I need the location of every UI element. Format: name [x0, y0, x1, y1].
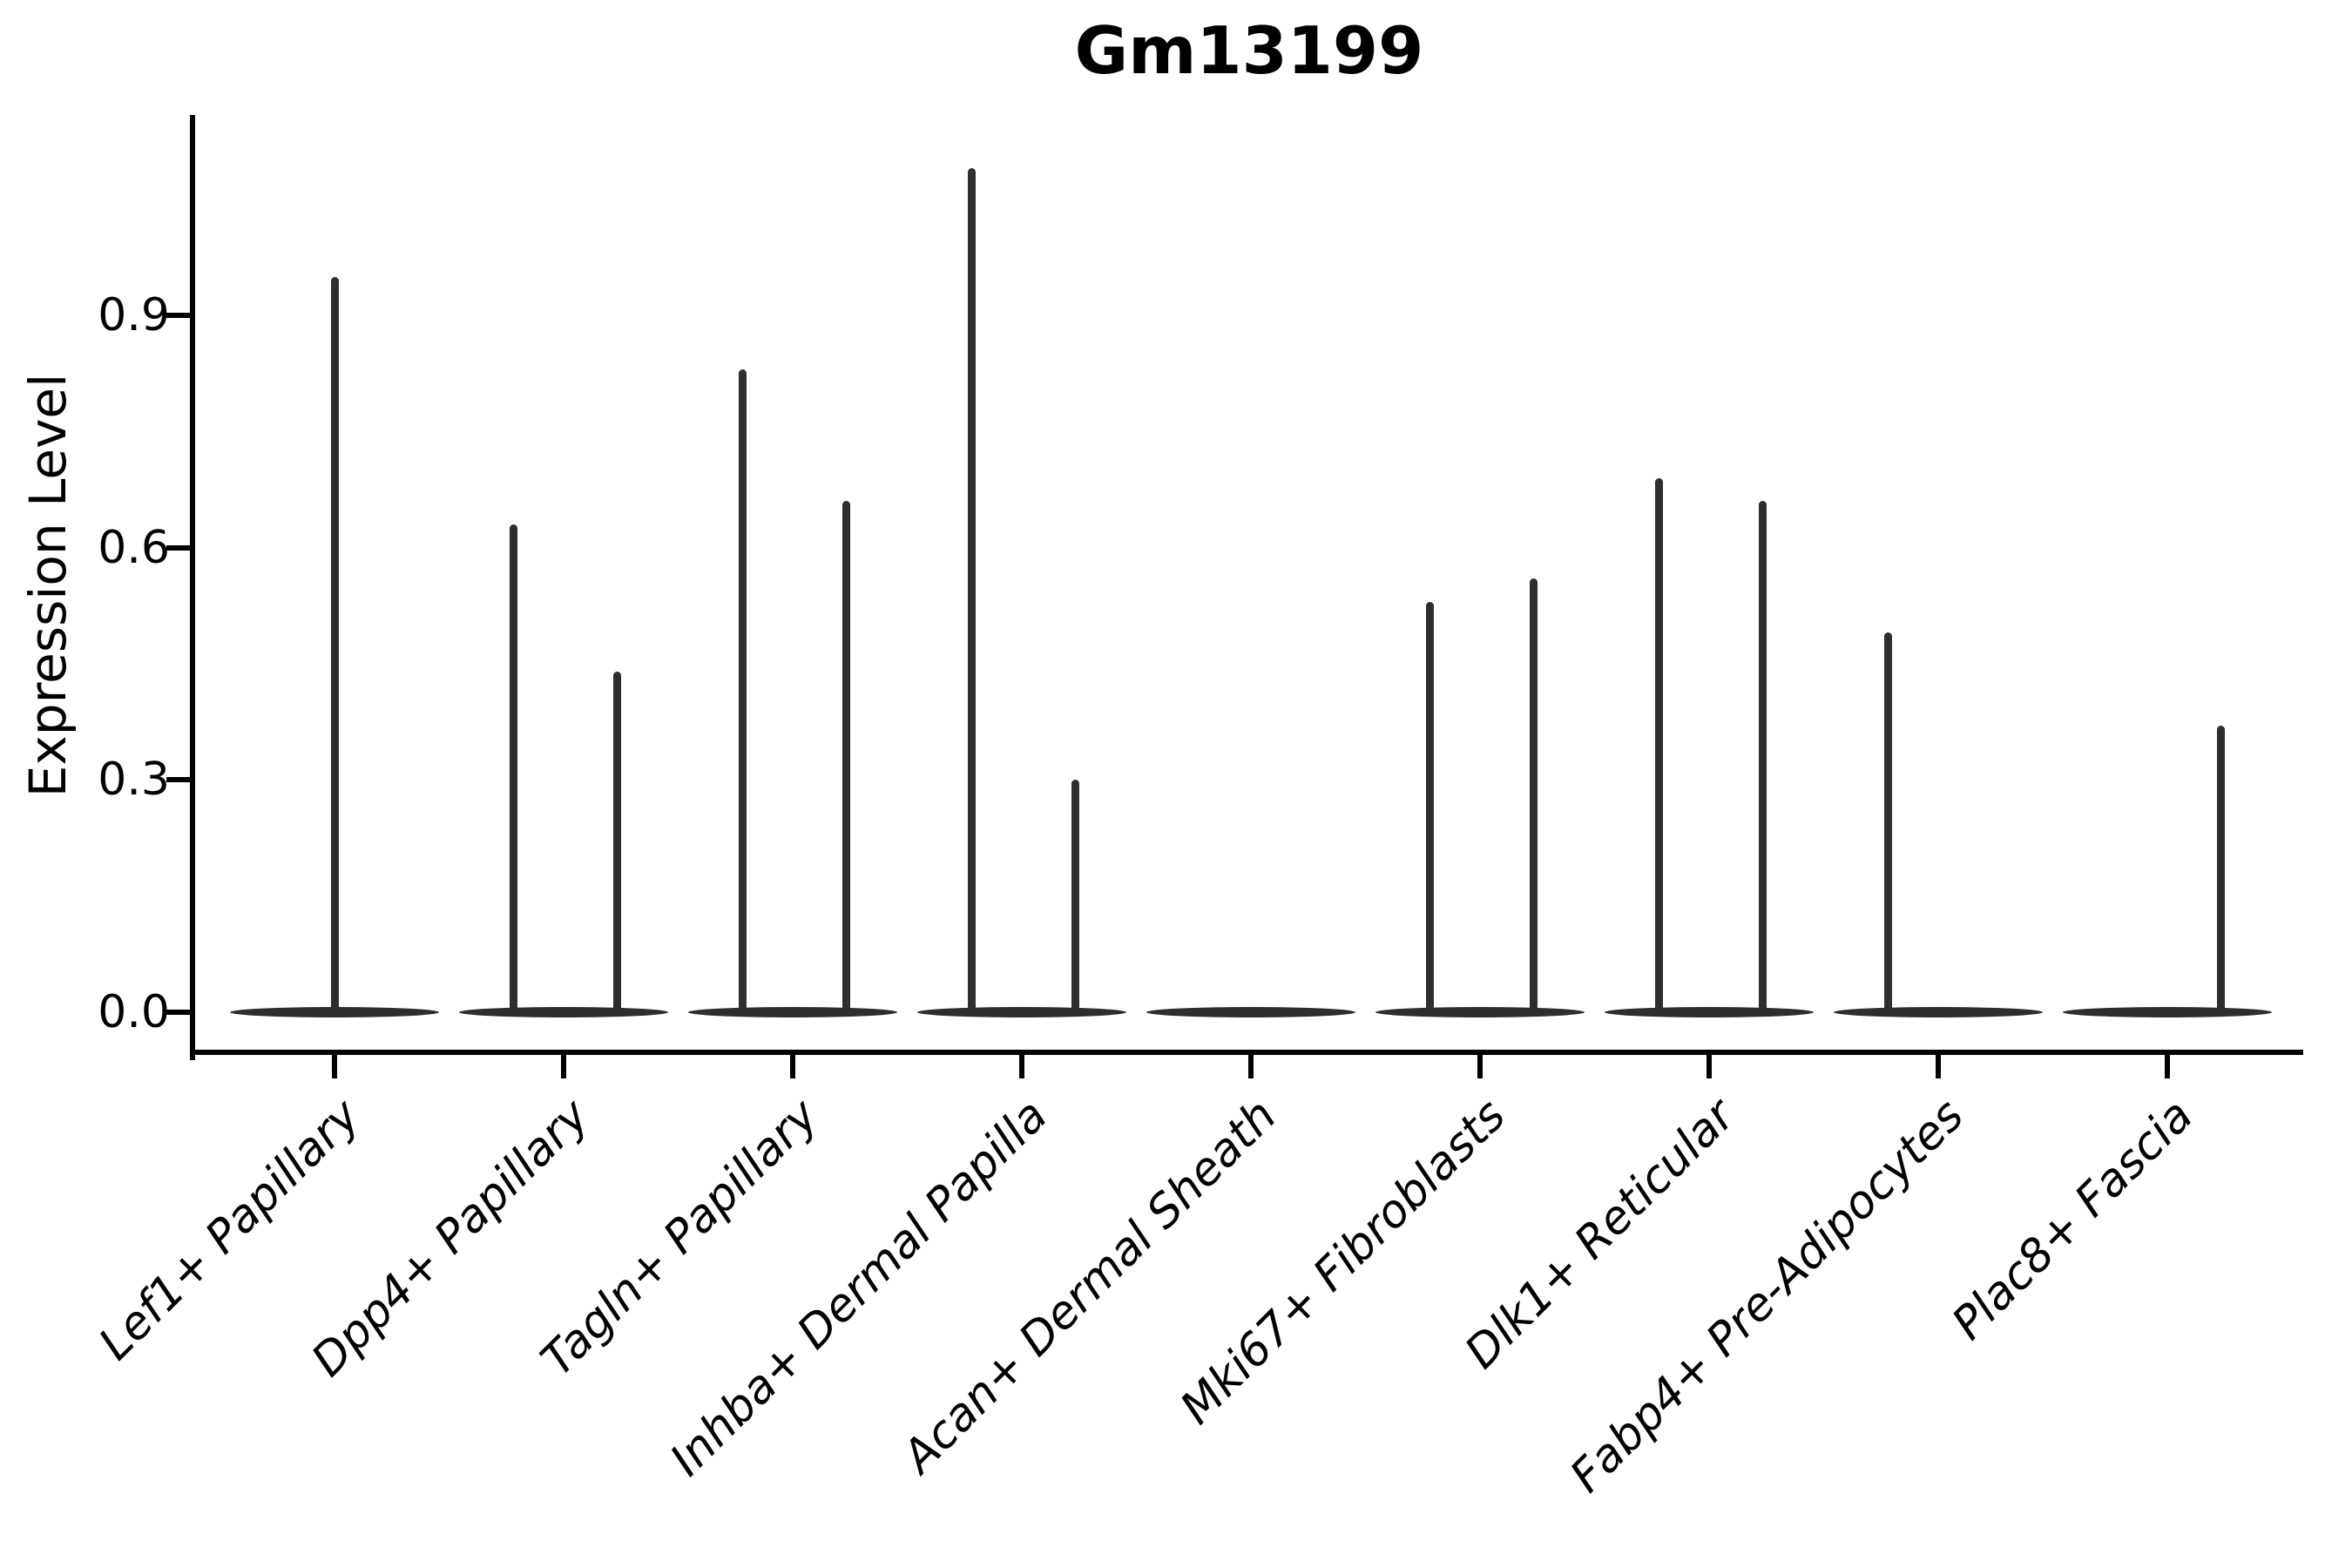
x-tick: [790, 1055, 795, 1078]
violin-baseline: [917, 1007, 1126, 1017]
violin-baseline: [230, 1007, 439, 1017]
y-tick-label: 0.9: [98, 288, 170, 341]
violin-spike: [1071, 780, 1079, 1012]
y-axis-spine: [190, 115, 195, 1060]
violin-baseline: [688, 1007, 897, 1017]
violin-spike: [841, 501, 850, 1012]
y-tick-label: 0.6: [98, 521, 170, 574]
y-tick: [166, 777, 190, 783]
violin-baseline: [1375, 1007, 1585, 1017]
violin-baseline: [2063, 1007, 2272, 1017]
x-tick-label: Plac8+ Fascia: [1942, 1089, 2204, 1350]
violin-spike: [1883, 632, 1892, 1012]
x-tick-label: Fabp4+ Pre-Adipocytes: [1560, 1089, 1975, 1504]
x-tick: [561, 1055, 566, 1078]
x-tick-label: Inhba+ Dermal Papilla: [660, 1089, 1058, 1487]
violin-spike: [509, 524, 517, 1012]
x-tick: [332, 1055, 337, 1078]
y-tick: [166, 1010, 190, 1015]
violin-baseline: [1834, 1007, 2043, 1017]
x-tick-label: Acan+ Dermal Sheath: [893, 1089, 1288, 1484]
y-tick: [166, 312, 190, 318]
y-tick-label: 0.0: [98, 986, 170, 1038]
x-axis-spine: [190, 1050, 2303, 1055]
violin-spike: [1529, 578, 1538, 1012]
x-tick: [1019, 1055, 1024, 1078]
violin-spike: [2216, 726, 2225, 1012]
violin-spike: [1758, 501, 1767, 1012]
chart-title: Gm13199: [1074, 12, 1424, 89]
violin-spike: [330, 276, 339, 1012]
violin-spike: [1654, 477, 1663, 1012]
violin-baseline: [459, 1007, 668, 1017]
violin-spike: [738, 369, 747, 1012]
x-tick: [1707, 1055, 1712, 1078]
x-tick: [2165, 1055, 2170, 1078]
y-tick-label: 0.3: [98, 754, 170, 807]
violin-spike: [967, 168, 976, 1012]
violin-spike: [612, 671, 621, 1012]
violin-spike: [1425, 601, 1434, 1012]
x-tick: [1477, 1055, 1483, 1078]
y-tick: [166, 544, 190, 551]
violin-baseline: [1146, 1007, 1355, 1017]
violin-baseline: [1605, 1007, 1814, 1017]
x-tick: [1248, 1055, 1254, 1078]
x-tick: [1936, 1055, 1941, 1078]
